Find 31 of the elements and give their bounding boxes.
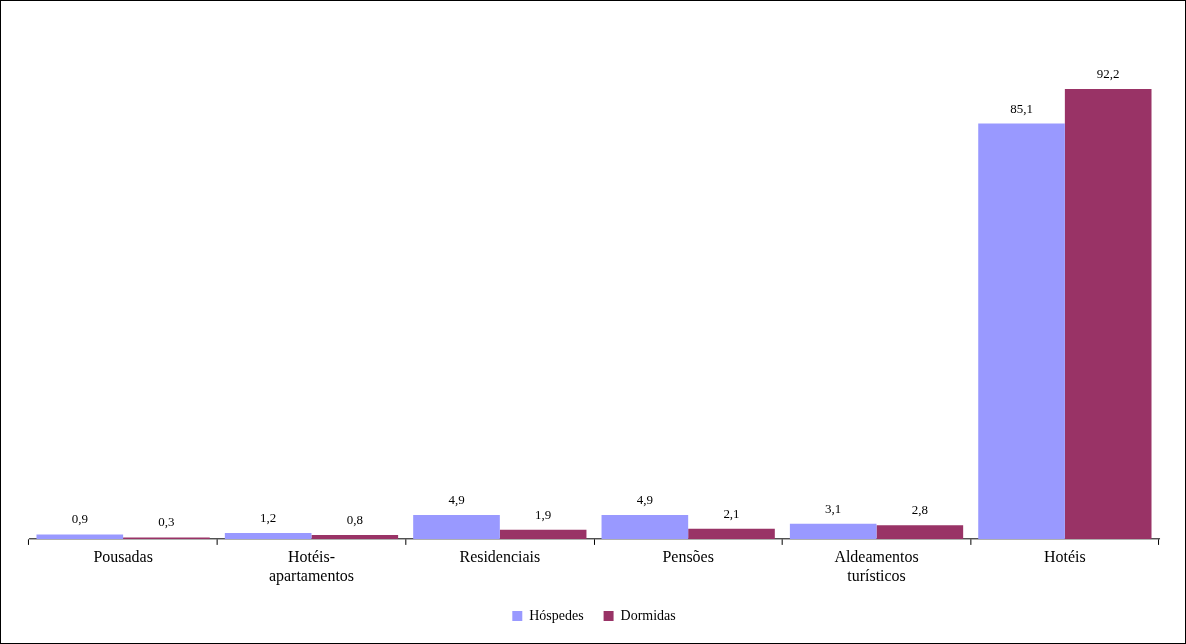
data-label: 2,8 xyxy=(911,502,928,518)
data-label: 92,2 xyxy=(1096,65,1120,81)
x-tick-label: Aldeamentos turísticos xyxy=(834,547,919,584)
data-label: 3,1 xyxy=(825,500,842,516)
bar xyxy=(499,529,587,539)
x-tick-label: Pensões xyxy=(662,547,714,565)
data-label: 1,9 xyxy=(535,506,552,522)
bar xyxy=(224,533,312,539)
bar xyxy=(789,523,877,539)
data-label: 1,2 xyxy=(260,510,277,526)
data-label: 85,1 xyxy=(1010,100,1033,116)
x-tick-label: Hotéis xyxy=(1044,547,1086,565)
data-label: 0,9 xyxy=(71,511,88,527)
data-label: 4,9 xyxy=(448,491,465,507)
data-label: 4,9 xyxy=(636,491,653,507)
legend-label: Dormidas xyxy=(620,607,676,623)
bar xyxy=(1064,88,1152,539)
x-tick-label: Pousadas xyxy=(93,547,153,565)
x-tick-label: Residenciais xyxy=(459,547,541,565)
bar xyxy=(876,525,964,539)
x-tick-label: Hotéis-apartamentos xyxy=(268,547,355,585)
bar xyxy=(688,528,775,539)
legend-label: Hóspedes xyxy=(529,607,584,623)
bar xyxy=(311,535,399,539)
data-label: 2,1 xyxy=(723,505,740,521)
data-label: 0,8 xyxy=(346,511,363,527)
data-label: 0,3 xyxy=(158,514,175,530)
bar xyxy=(36,534,124,539)
bar xyxy=(601,515,689,539)
bar xyxy=(413,515,500,539)
bar xyxy=(978,123,1065,539)
